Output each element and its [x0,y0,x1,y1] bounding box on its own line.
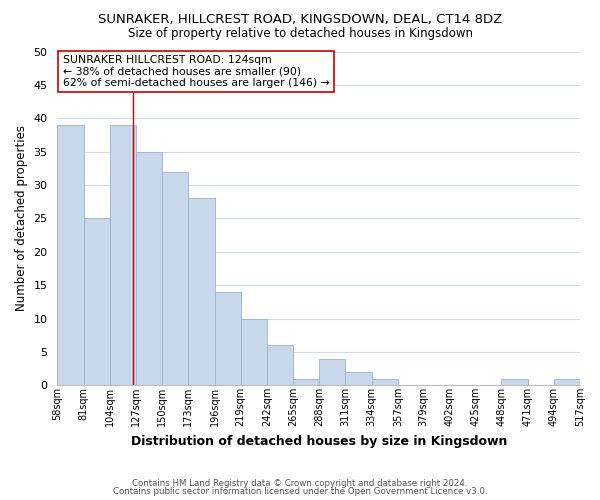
Text: SUNRAKER HILLCREST ROAD: 124sqm
← 38% of detached houses are smaller (90)
62% of: SUNRAKER HILLCREST ROAD: 124sqm ← 38% of… [62,55,329,88]
Bar [215,292,241,386]
Bar [188,198,215,386]
Text: Contains public sector information licensed under the Open Government Licence v3: Contains public sector information licen… [113,487,487,496]
Bar [319,358,346,386]
Y-axis label: Number of detached properties: Number of detached properties [15,126,28,312]
Bar [162,172,188,386]
Bar [502,378,527,386]
Bar [110,125,136,386]
X-axis label: Distribution of detached houses by size in Kingsdown: Distribution of detached houses by size … [131,434,507,448]
Bar [136,152,162,386]
Text: SUNRAKER, HILLCREST ROAD, KINGSDOWN, DEAL, CT14 8DZ: SUNRAKER, HILLCREST ROAD, KINGSDOWN, DEA… [98,12,502,26]
Bar [293,378,319,386]
Text: Contains HM Land Registry data © Crown copyright and database right 2024.: Contains HM Land Registry data © Crown c… [132,478,468,488]
Bar [554,378,580,386]
Bar [83,218,110,386]
Bar [371,378,398,386]
Bar [267,346,293,386]
Bar [58,125,83,386]
Text: Size of property relative to detached houses in Kingsdown: Size of property relative to detached ho… [128,28,473,40]
Bar [346,372,371,386]
Bar [241,318,267,386]
